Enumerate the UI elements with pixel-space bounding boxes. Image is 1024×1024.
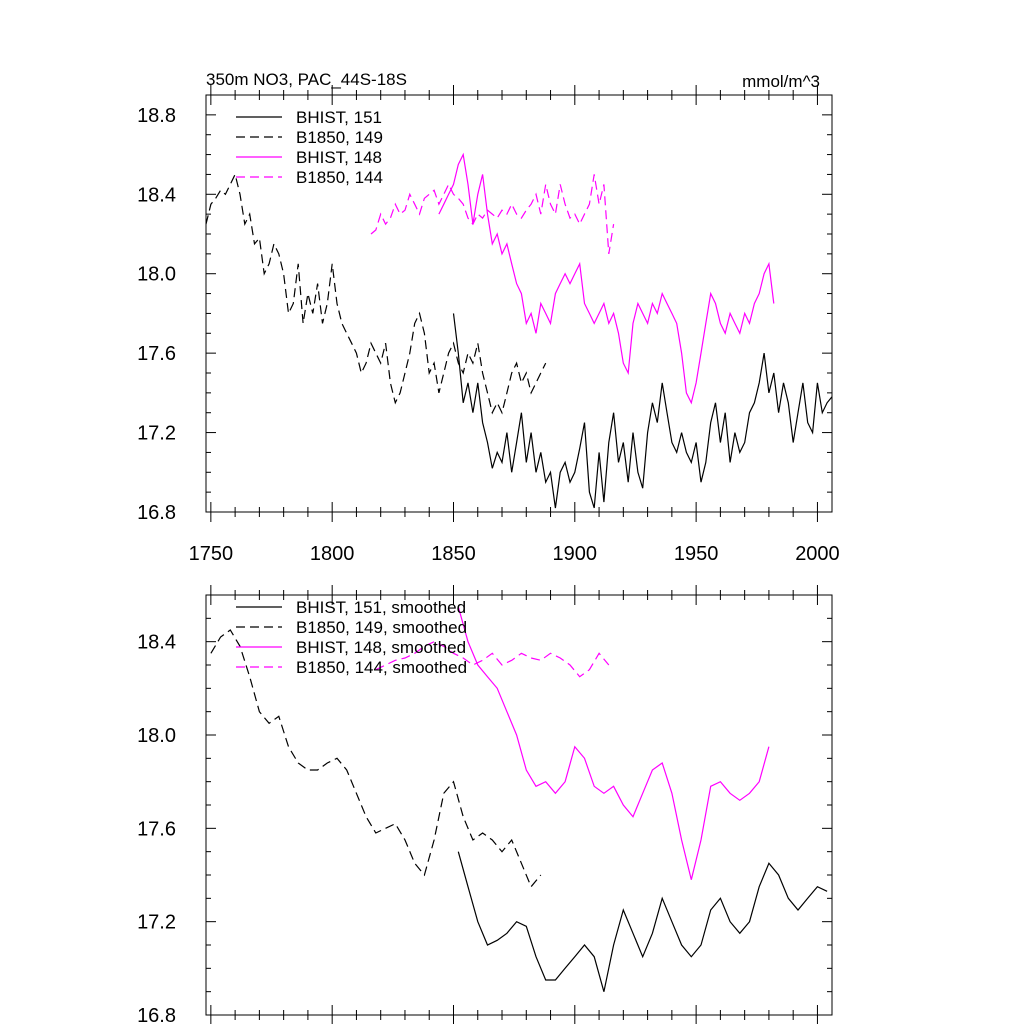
legend-label: B1850, 149	[296, 128, 383, 147]
y-tick-label: 17.6	[137, 343, 176, 365]
legend-label: B1850, 144	[296, 168, 383, 187]
x-tick-label: 1750	[189, 543, 234, 565]
y-tick-label: 17.6	[137, 818, 176, 840]
legend-label: BHIST, 148	[296, 148, 382, 167]
units-label: mmol/m^3	[742, 72, 820, 91]
plot-frame	[205, 94, 833, 513]
series-line	[457, 851, 828, 992]
y-tick-label: 18.4	[137, 632, 176, 654]
y-tick-label: 16.8	[137, 1005, 176, 1024]
legend-label: B1850, 144, smoothed	[296, 658, 467, 677]
series-line	[452, 313, 833, 509]
x-tick-label: 1850	[431, 543, 476, 565]
series-line	[370, 174, 615, 254]
x-tick-label: 1900	[553, 543, 598, 565]
legend-label: BHIST, 151, smoothed	[296, 598, 466, 617]
series-line	[438, 152, 775, 405]
x-tick-label: 1950	[674, 543, 719, 565]
x-tick-label: 1800	[310, 543, 355, 565]
x-tick-label: 2000	[795, 543, 840, 565]
top-panel: 350m NO3, PAC_44S-18S mmol/m^3 1750 1800 1…	[137, 70, 840, 565]
legend-label: BHIST, 151	[296, 108, 382, 127]
y-tick-label: 18.0	[137, 264, 176, 286]
legend-label: B1850, 149, smoothed	[296, 618, 467, 637]
y-tick-label: 16.8	[137, 502, 176, 524]
legend-label: BHIST, 148, smoothed	[296, 638, 466, 657]
series-line	[210, 629, 542, 888]
bottom-panel: 16.8 17.2 17.6 18.0 18.4 BHIST, 151, smoothe…	[137, 585, 833, 1024]
chart-title: 350m NO3, PAC_44S-18S	[206, 70, 407, 89]
series-line	[205, 172, 547, 415]
y-tick-label: 18.4	[137, 184, 176, 206]
series-line	[457, 606, 770, 880]
y-tick-label: 17.2	[137, 423, 176, 445]
y-tick-label: 18.8	[137, 105, 176, 127]
plot-frame	[205, 594, 833, 1016]
y-tick-label: 17.2	[137, 912, 176, 934]
series-line	[375, 641, 610, 678]
y-tick-label: 18.0	[137, 725, 176, 747]
